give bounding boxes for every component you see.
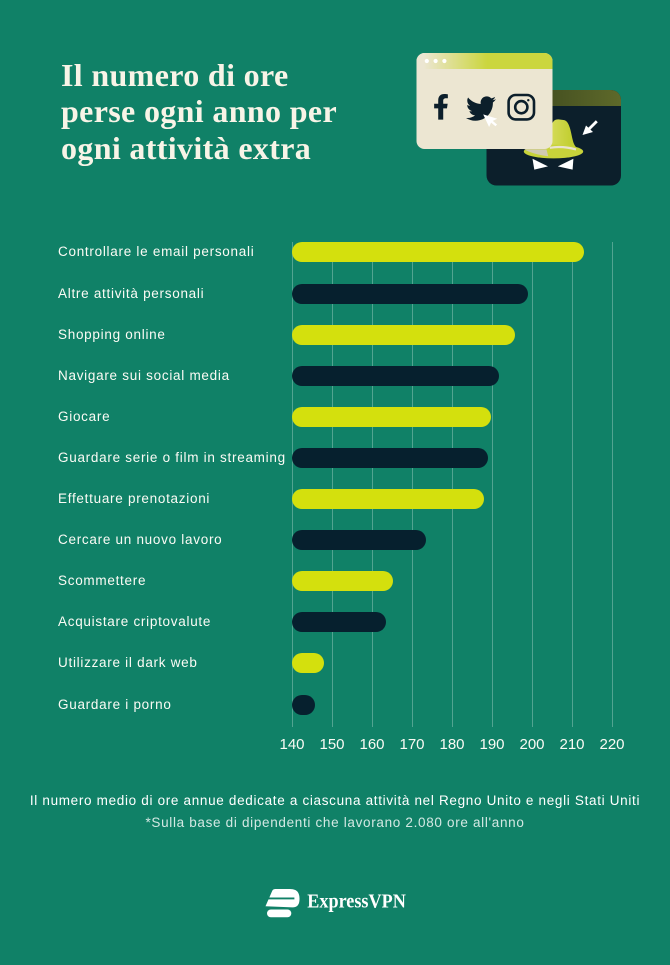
svg-text:ExpressVPN: ExpressVPN (307, 892, 406, 913)
